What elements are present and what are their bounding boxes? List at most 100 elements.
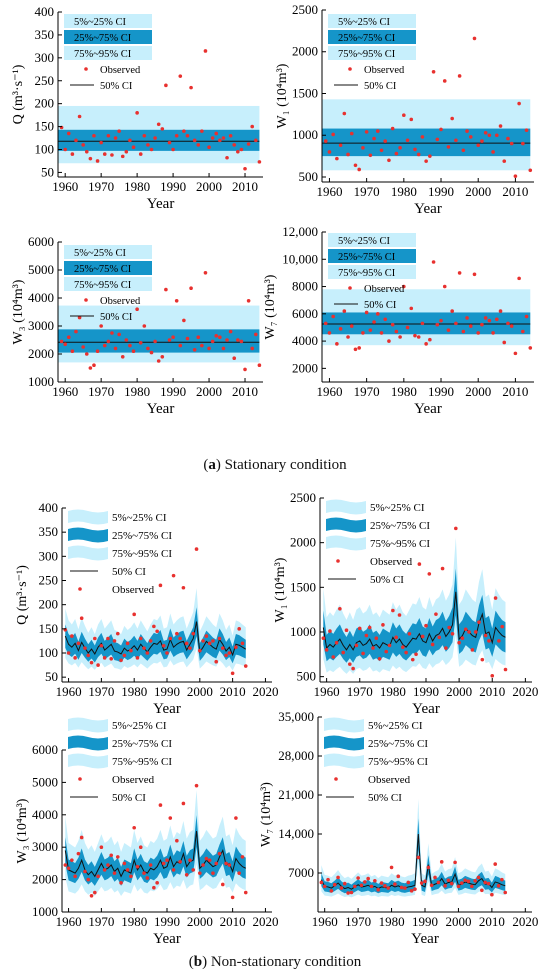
x-tick-label: 1980	[124, 179, 150, 194]
legend-swatch	[328, 265, 416, 279]
observed-point	[476, 331, 481, 335]
band-25-75	[323, 568, 506, 663]
observed-point	[446, 878, 451, 883]
x-tick-label: 1980	[391, 184, 417, 199]
observed-point	[473, 879, 477, 883]
x-tick-label: 1970	[88, 914, 114, 929]
observed-point	[142, 871, 146, 875]
observed-point	[436, 880, 441, 885]
observed-point	[221, 136, 226, 140]
observed-point	[338, 327, 343, 331]
legend: 5%~25% CI 25%~75% CI 75%~95% CI Observed 50%…	[324, 717, 428, 804]
chart-b-W3: 1960 1970 1980 1990 2000 2010 2020 1000 2000 3000…	[15, 717, 278, 947]
x-tick-label: 1960	[52, 179, 78, 194]
observed-point	[191, 868, 196, 872]
legend: 5%~25% CI 25%~75% CI 75%~95% CI Observed 50%…	[68, 717, 172, 804]
observed-point	[437, 635, 442, 640]
observed-point	[167, 140, 172, 145]
median-line	[64, 830, 246, 878]
observed-point	[161, 643, 166, 648]
observed-point	[182, 129, 186, 133]
x-tick-label: 2010	[502, 184, 528, 199]
observed-point	[207, 641, 212, 646]
y-tick-label: 500	[297, 669, 317, 684]
observed-point	[439, 860, 444, 864]
observed-point	[342, 111, 347, 116]
y-tick-label: 300	[39, 548, 59, 563]
observed-point	[467, 630, 471, 634]
observed-point	[457, 640, 461, 645]
legend-label: 5%~25% CI	[112, 720, 167, 732]
observed-point	[131, 145, 136, 150]
y-tick-label: 2000	[32, 872, 58, 887]
x-tick-label: 1970	[345, 914, 371, 929]
observed-point	[430, 642, 435, 647]
observed-point	[185, 133, 190, 138]
observed-point	[348, 662, 352, 666]
observed-point	[254, 332, 258, 337]
observed-point	[387, 339, 391, 343]
observed-point	[487, 133, 492, 138]
observed-point	[110, 331, 114, 335]
observed-point	[513, 174, 518, 178]
observed-point	[239, 339, 244, 344]
observed-point	[465, 316, 469, 320]
y-tick-label: 28,000	[278, 748, 314, 763]
observed-point	[96, 663, 100, 667]
observed-point	[463, 878, 467, 883]
observed-point	[95, 349, 100, 354]
observed-point	[322, 884, 327, 889]
observed-point	[250, 124, 255, 129]
observed-point	[396, 874, 401, 879]
observed-point	[338, 606, 342, 611]
observed-point	[95, 159, 100, 163]
legend-label: 50% CI	[368, 792, 402, 804]
observed-point	[158, 583, 163, 588]
observed-point	[63, 147, 67, 152]
observed-point	[109, 853, 114, 858]
observed-point	[152, 885, 156, 890]
observed-point	[416, 855, 421, 860]
x-tick-label: 1960	[56, 684, 82, 699]
observed-point	[102, 868, 107, 872]
observed-point	[433, 875, 437, 880]
observed-point	[497, 639, 501, 643]
observed-point	[102, 656, 107, 660]
observed-point	[109, 657, 114, 661]
observed-point	[483, 316, 488, 320]
observed-point	[191, 631, 196, 636]
plot-area-a-Q	[58, 49, 262, 171]
observed-point	[357, 626, 362, 631]
observed-point	[192, 348, 197, 352]
observed-point	[196, 335, 201, 340]
x-tick-label: 1980	[380, 684, 406, 699]
observed-point	[416, 335, 421, 339]
observed-point	[196, 143, 201, 147]
observed-point	[243, 166, 247, 171]
observed-point	[420, 634, 425, 639]
observed-point	[398, 145, 402, 150]
observed-point	[405, 138, 410, 143]
observed-point	[83, 869, 87, 874]
observed-point	[383, 139, 388, 143]
observed-point	[490, 892, 494, 897]
caption-a: (a) Stationary condition	[203, 457, 347, 473]
observed-point	[112, 871, 117, 875]
observed-point	[338, 143, 343, 148]
observed-point	[461, 148, 466, 153]
observed-point	[435, 137, 440, 142]
observed-point	[335, 342, 339, 346]
observed-point	[353, 347, 358, 352]
observed-point	[230, 895, 235, 900]
observed-point	[99, 140, 103, 145]
plot-area-b-W7	[319, 798, 508, 898]
x-tick-label: 1960	[52, 384, 78, 399]
observed-point	[171, 335, 175, 340]
observed-point	[374, 636, 379, 641]
x-tick-label: 1990	[160, 384, 186, 399]
observed-point	[487, 318, 492, 323]
y-axis-label: Q (m³·s⁻¹)	[15, 565, 30, 625]
y-tick-label: 2500	[290, 490, 316, 505]
x-axis-label: Year	[411, 931, 439, 947]
observed-point	[387, 643, 392, 648]
